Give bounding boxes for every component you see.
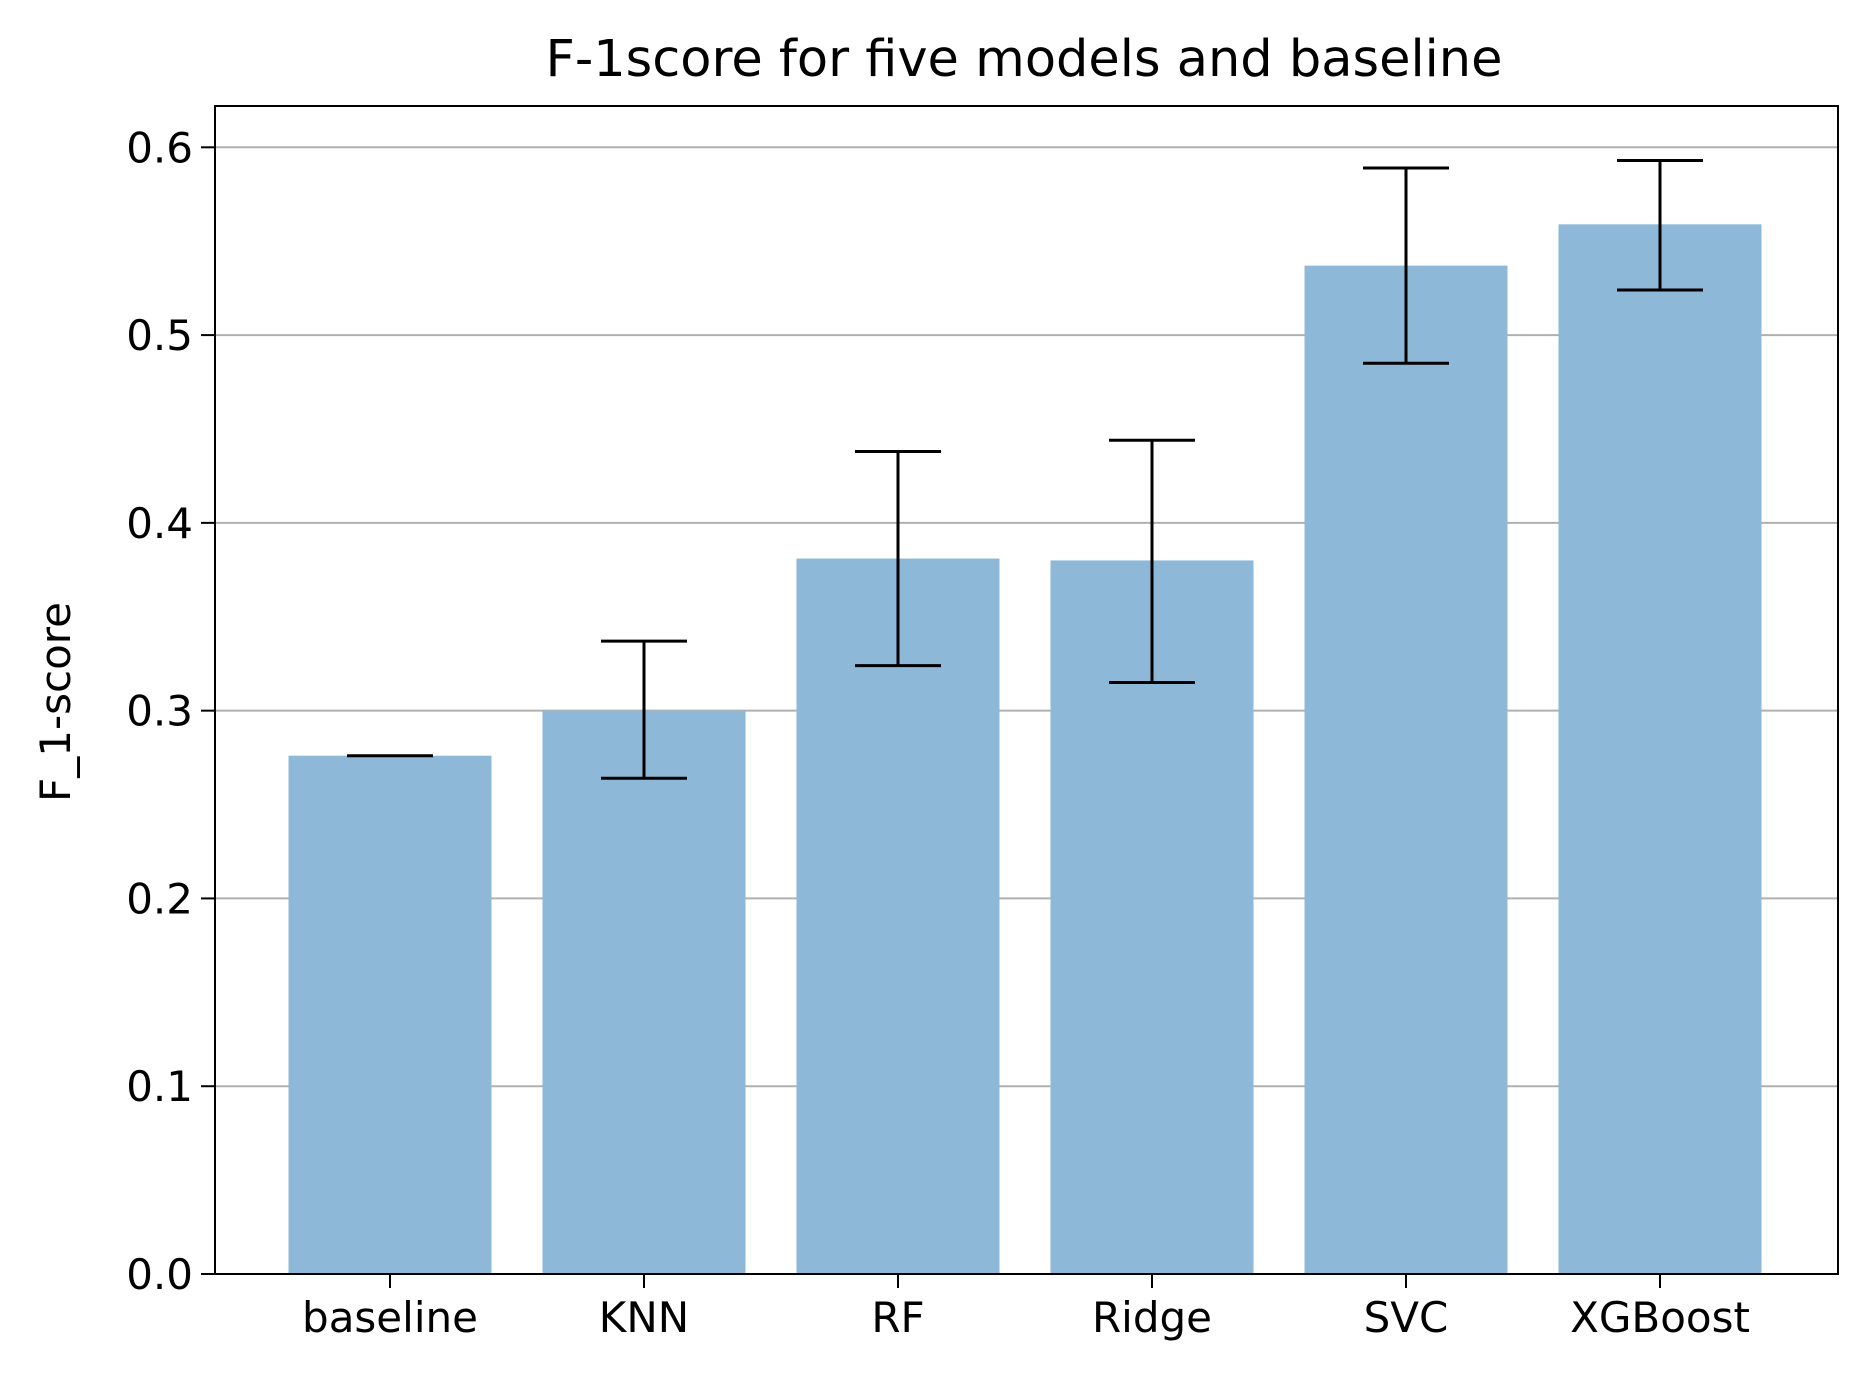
- bars: [288, 224, 1762, 1274]
- y-tick-label: 0.1: [126, 1062, 193, 1111]
- plot-frame: [214, 105, 1839, 1275]
- x-tick-label: SVC: [1364, 1293, 1449, 1342]
- y-tick-label: 0.4: [126, 499, 193, 548]
- bar-svc: [1304, 265, 1508, 1274]
- y-tick-label: 0.6: [126, 123, 193, 172]
- y-axis-ticks: 0.0 0.1 0.2 0.3 0.4 0.5 0.6: [126, 123, 215, 1299]
- y-tick-label: 0.5: [126, 311, 193, 360]
- bar-rf: [796, 558, 1000, 1274]
- chart-title: F-1score for five models and baseline: [545, 30, 1502, 89]
- x-tick-label: RF: [871, 1293, 924, 1342]
- x-tick-label: Ridge: [1092, 1293, 1212, 1342]
- x-tick-label: baseline: [302, 1293, 478, 1342]
- bar-xgboost: [1558, 224, 1762, 1274]
- y-axis-label: F_1-score: [31, 602, 80, 802]
- y-tick-label: 0.0: [126, 1250, 193, 1299]
- bar-knn: [542, 710, 746, 1274]
- y-tick-label: 0.2: [126, 874, 193, 923]
- x-tick-label: XGBoost: [1570, 1293, 1750, 1342]
- x-axis-ticks: baseline KNN RF Ridge SVC XGBoost: [302, 1274, 1750, 1342]
- x-tick-label: KNN: [599, 1293, 689, 1342]
- bar-baseline: [288, 755, 492, 1274]
- error-bars: [347, 158, 1703, 780]
- y-tick-label: 0.3: [126, 687, 193, 736]
